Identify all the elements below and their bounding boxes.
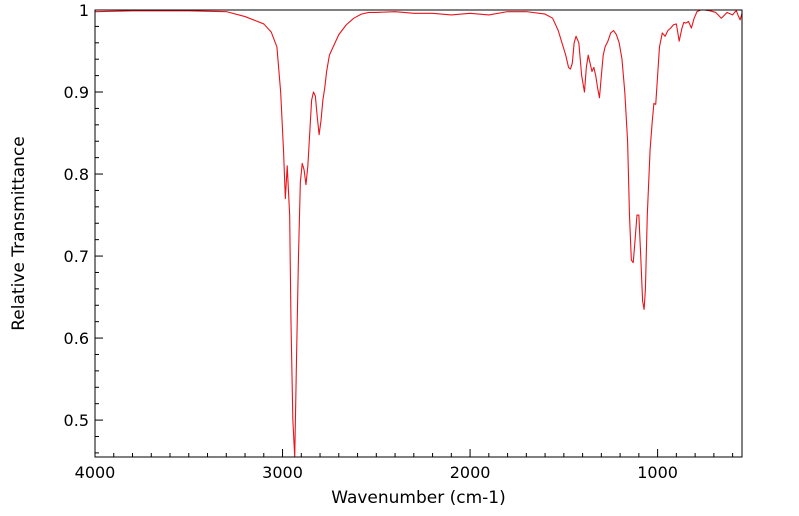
y-tick-label: 0.8 [64, 165, 89, 184]
x-minor-ticks [113, 453, 734, 457]
y-tick-label: 0.9 [64, 83, 89, 102]
y-tick-label: 0.7 [64, 247, 89, 266]
y-axis-label: Relative Transmittance [9, 136, 29, 331]
y-minor-ticks [95, 25, 99, 454]
y-major-ticks [95, 9, 103, 421]
x-tick-label: 3000 [262, 463, 303, 482]
x-tick-label: 1000 [637, 463, 678, 482]
y-tick-label: 0.6 [64, 329, 89, 348]
spectrum-line-0 [95, 10, 742, 457]
y-tick-label: 0.5 [64, 411, 89, 430]
x-tick-label: 2000 [450, 463, 491, 482]
x-axis-label: Wavenumber (cm-1) [331, 488, 506, 508]
x-tick-labels: 4000 3000 2000 1000 [75, 463, 678, 482]
y-tick-label: 1 [79, 1, 89, 20]
series-layer [95, 10, 742, 457]
y-tick-labels: 1 0.9 0.8 0.7 0.6 0.5 [64, 1, 89, 430]
x-tick-label: 4000 [75, 463, 116, 482]
plot-frame [94, 9, 743, 458]
